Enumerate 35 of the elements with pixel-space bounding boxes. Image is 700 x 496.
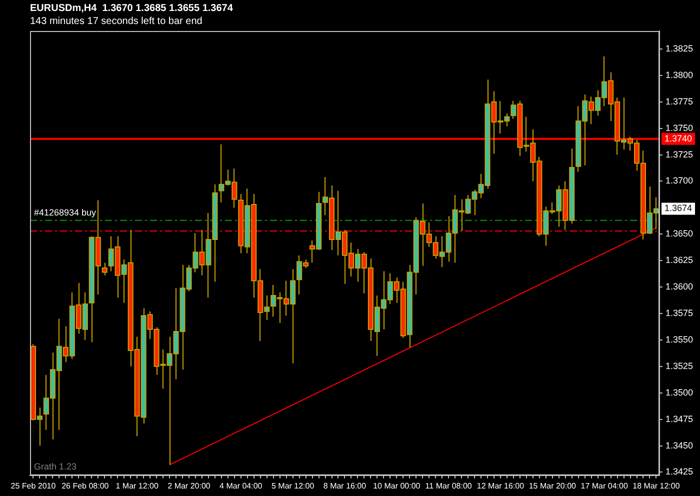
x-tick-label: 26 Feb 08:00 — [62, 481, 110, 490]
x-tick-label: 10 Mar 00:00 — [373, 481, 421, 490]
chart-title: EURUSDm,H4 1.3670 1.3685 1.3655 1.3674 — [30, 2, 234, 14]
chart-subtitle: 143 minutes 17 seconds left to bar end — [30, 16, 202, 27]
x-tick-label: 2 Mar 20:00 — [168, 481, 211, 490]
y-tick-label: 1.3625 — [665, 255, 694, 266]
x-tick-label: 18 Mar 12:00 — [632, 481, 680, 490]
y-tick-label: 1.3750 — [665, 122, 694, 133]
x-tick-label: 15 Mar 20:00 — [528, 481, 577, 490]
y-tick-label: 1.3800 — [665, 70, 694, 80]
annotation: 1.3674 — [664, 203, 692, 214]
y-tick-label: 1.3650 — [665, 228, 694, 239]
y-tick-label: 1.3500 — [665, 387, 694, 398]
y-tick-label: 1.3450 — [665, 440, 694, 450]
x-tick-label: 17 Mar 04:00 — [580, 481, 628, 490]
ref-line-label: 1.3740 — [664, 133, 692, 144]
x-tick-label: 1 Mar 12:00 — [116, 481, 159, 490]
x-tick-label: 5 Mar 12:00 — [271, 481, 315, 490]
y-tick-label: 1.3600 — [665, 282, 694, 292]
y-tick-label: 1.3700 — [665, 176, 694, 186]
y-tick-label: 1.3725 — [665, 149, 694, 160]
y-tick-label: 1.3825 — [665, 43, 694, 54]
annotation: Grath 1.23 — [34, 461, 77, 472]
x-tick-label: 11 Mar 08:00 — [425, 481, 472, 490]
x-tick-label: 12 Mar 16:00 — [476, 481, 525, 490]
ref-line-label: #41268934 buy — [34, 207, 97, 218]
y-tick-label: 1.3775 — [665, 96, 694, 106]
y-tick-label: 1.3425 — [665, 466, 694, 477]
y-tick-label: 1.3575 — [665, 308, 694, 318]
x-tick-label: 4 Mar 04:00 — [220, 481, 263, 490]
y-tick-label: 1.3550 — [665, 334, 694, 344]
x-tick-label: 8 Mar 16:00 — [323, 481, 367, 490]
x-tick-label: 25 Feb 2010 — [10, 481, 56, 490]
y-tick-label: 1.3475 — [665, 414, 694, 424]
y-tick-label: 1.3525 — [665, 360, 694, 371]
